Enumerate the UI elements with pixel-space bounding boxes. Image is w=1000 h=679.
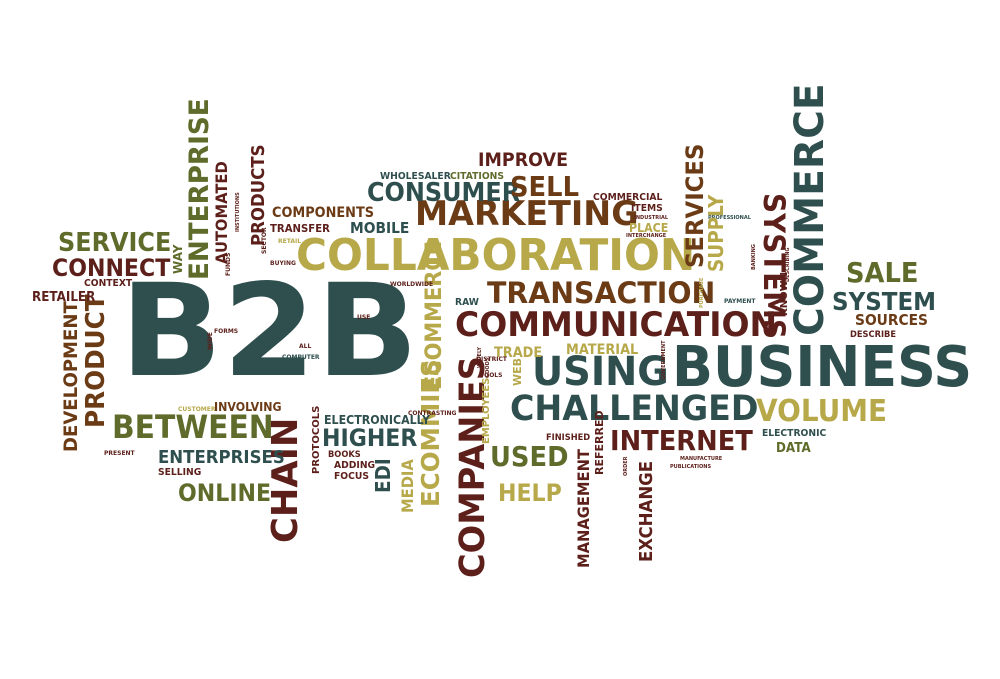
word-adding: ADDING [334,460,376,471]
word-computer: COMPUTER [282,354,320,361]
word-contrasting: CONTRASTING [408,410,457,417]
word-purchase: PURCHASE [699,277,705,308]
word-involving: INVOLVING [214,400,282,414]
word-data: DATA [776,441,811,456]
word-describing: DESCRIBING [785,247,791,282]
word-government: GOVERNMENT [661,340,667,380]
word-transaction: TRANSACTION [487,276,716,310]
word-use: USE [357,314,371,321]
word-present: PRESENT [104,450,135,457]
word-business: BUSINESS [672,335,973,400]
word-system: SYSTEM [832,287,937,316]
word-chain: CHAIN [265,417,306,543]
word-commerce: COMMERCE [787,83,833,337]
word-wholesaler: WHOLESALER [380,171,451,182]
word-worldwide: WORLDWIDE [390,281,434,288]
word-funds: FUNDS [225,252,232,276]
word-selling: SELLING [158,467,202,478]
word-finished: FINISHED [546,433,591,443]
word-enterprise: ENTERPRISE [184,98,215,281]
word-protocols: PROTOCOLS [311,405,322,474]
word-between: BETWEEN [112,408,274,446]
word-electronic: ELECTRONIC [762,428,827,439]
word-interchange: INTERCHANGE [626,233,667,239]
word-buying: BUYING [270,260,296,267]
word-forms: FORMS [214,328,239,335]
word-items: ITEMS [631,203,663,214]
word-payment: PAYMENT [724,298,756,305]
word-books: BOOKS [328,450,361,460]
word-retailer: RETAILER [32,290,96,305]
word-all: ALL [299,343,312,350]
word-automated: AUTOMATED [212,161,231,264]
word-sell: SELL [510,170,579,203]
word-institutions: INSTITUTIONS [235,192,241,232]
word-supply: SUPPLY [704,194,728,272]
word-employees: EMPLOYEES [481,377,492,444]
word-manufacture: MANUFACTURE [680,456,723,462]
word-management: MANAGEMENT [574,449,593,568]
word-context: CONTEXT [84,278,133,289]
word-development: DEVELOPMENT [60,301,82,452]
word-online: ONLINE [178,479,272,507]
word-internet: INTERNET [610,424,753,457]
word-communication: COMMUNICATION [455,305,778,345]
word-electronically: ELECTRONICALLY [324,413,430,427]
word-ecommerce: ECOMMERCE [422,241,447,390]
word-b2b: B2B [120,257,419,406]
word-publications: PUBLICATIONS [670,464,712,470]
word-exchange: EXCHANGE [636,460,657,562]
word-consumer: CONSUMER [367,178,521,208]
word-using: USING [532,349,669,395]
word-way: WAY [171,244,185,274]
word-transfer: TRANSFER [270,222,330,235]
word-systems: SYSTEMS [757,193,791,340]
word-help: HELP [498,479,562,507]
word-connect: CONNECT [52,254,171,282]
word-web: WEB [511,357,524,386]
word-sources: SOURCES [855,311,928,329]
word-enterprises: ENTERPRISES [158,447,285,468]
word-goods: GOODS [485,357,491,378]
word-banking: BANKING [751,244,757,270]
word-collaboration: COLLABORATION [296,230,696,281]
word-challenged: CHALLENGED [510,389,759,429]
word-district: DISTRICT [476,356,507,363]
word-sale: SALE [846,256,919,289]
word-trade: TRADE [494,345,543,361]
word-higher: HIGHER [322,424,418,452]
word-components: COMPONENTS [272,205,375,221]
word-focus: FOCUS [334,471,369,482]
word-service: SERVICE [58,228,172,258]
word-citations: CITATIONS [450,171,504,182]
word-improve: IMPROVE [478,149,569,171]
word-used: USED [490,440,569,473]
word-customer: CUSTOMER [178,406,216,413]
word-tools: TOOLS [480,372,503,379]
word-media: MEDIA [398,459,417,513]
word-place: PLACE [629,221,669,235]
word-professional: PROFESSIONAL [708,215,751,221]
word-edi: EDI [371,458,395,493]
word-widely: WIDELY [477,347,483,368]
word-retail: RETAIL [278,238,302,245]
word-material: MATERIAL [566,342,639,358]
word-mobile: MOBILE [350,219,410,237]
word-volume: VOLUME [756,394,888,429]
word-referred: REFERRED [593,410,606,475]
word-order: ORDER [623,456,629,476]
word-wide: WIDE [207,332,214,350]
word-sector: SECTOR [261,227,268,254]
word-marketing: MARKETING [415,194,639,234]
word-commercial: COMMERCIAL [593,192,663,203]
word-describe: DESCRIBE [850,330,896,340]
word-industrial: INDUSTRIAL [634,215,669,221]
word-raw: RAW [455,297,479,308]
word-product: PRODUCT [81,294,111,428]
